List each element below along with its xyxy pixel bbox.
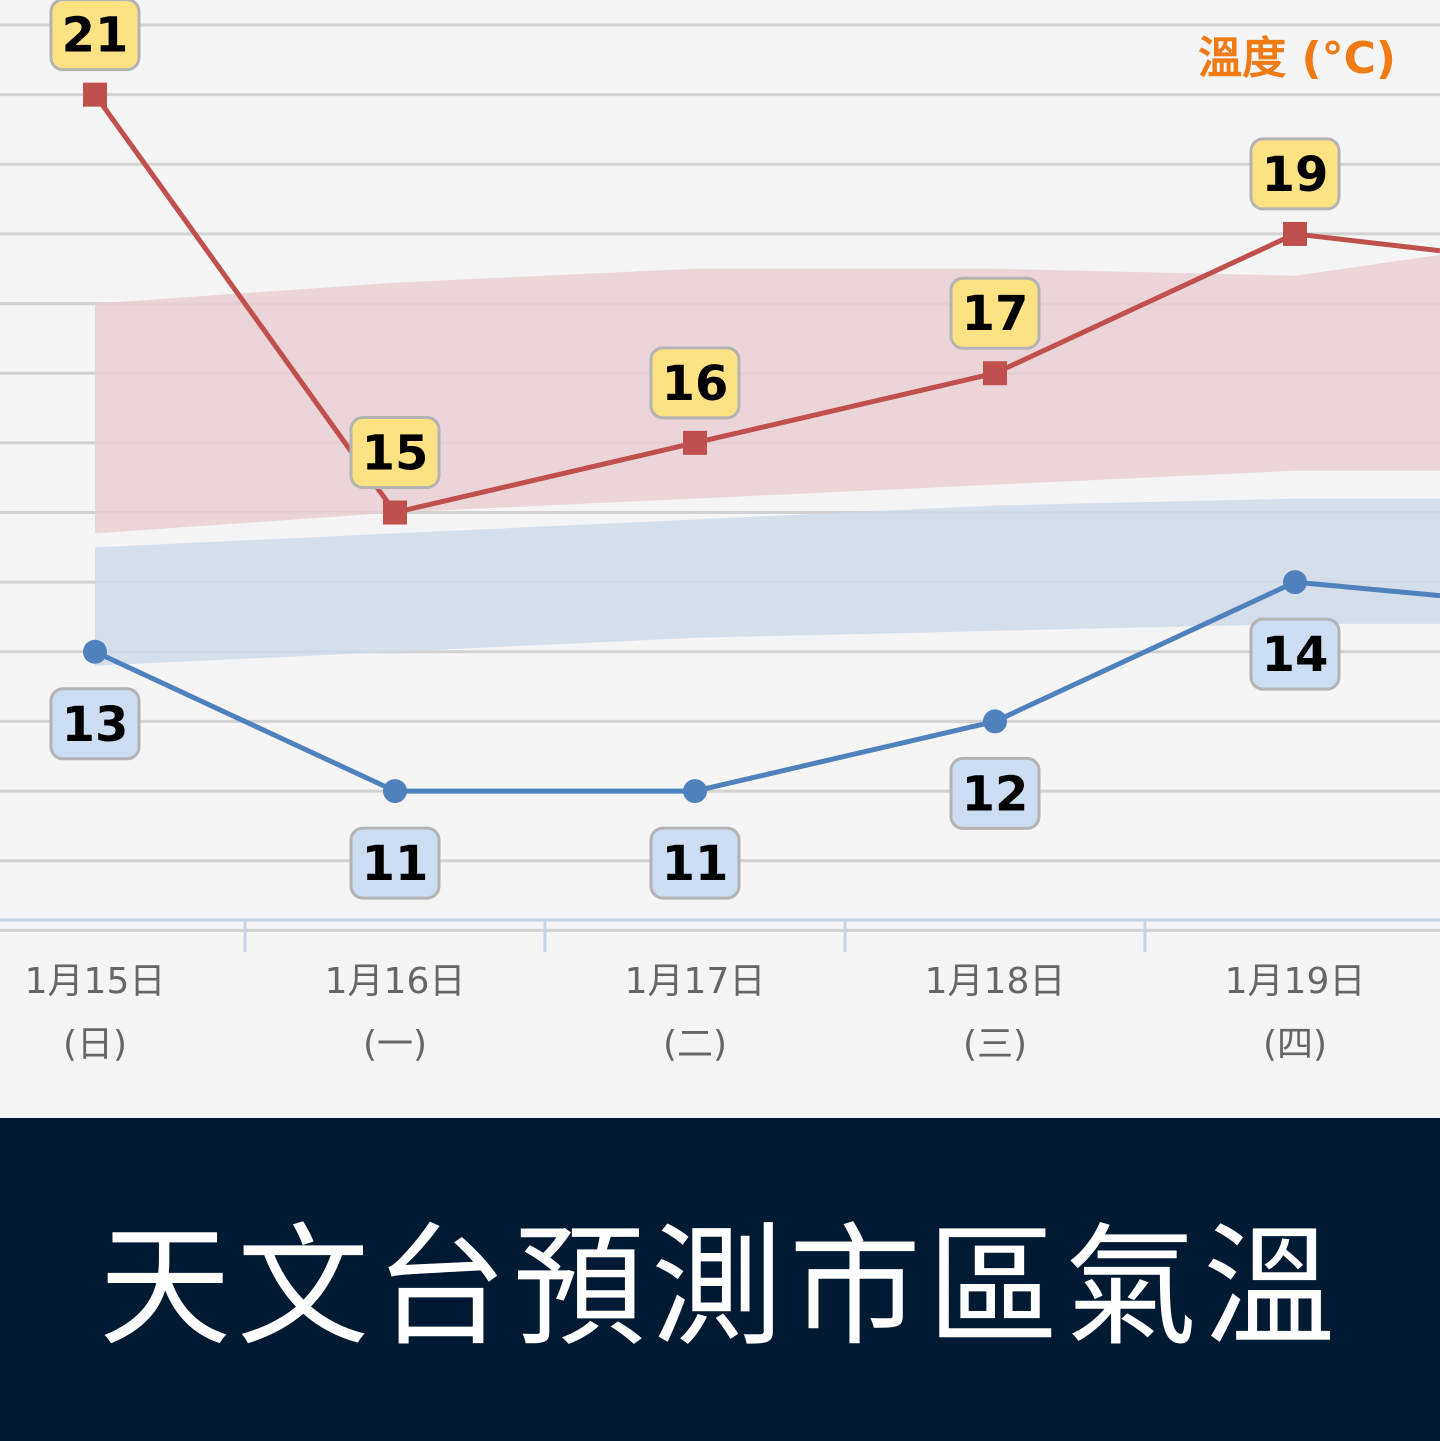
min-label-box [349,826,441,900]
max-point [683,430,707,455]
banner-title: 天文台預測市區氣溫 [99,1211,1341,1365]
max-point [1283,221,1307,246]
max-point [983,361,1007,386]
max-label-box [649,346,741,420]
min-data-label: 12 [962,766,1029,822]
x-tick-weekday-label: (一) [363,1024,427,1065]
max-point [383,500,407,525]
title-banner: 天文台預測市區氣溫 [0,1118,1440,1441]
min-point [683,779,707,804]
max-label-box [1249,137,1341,211]
temperature-chart: 1月15日 (日) 1月16日 (一) 1月17日 (二) 1月18日 (三) 1月19日 (四)… [0,0,1440,1065]
min-data-label: 13 [62,697,129,753]
min-label-box [649,826,741,900]
max-data-label: 21 [62,8,129,64]
min-label-box [949,756,1041,830]
x-tick-label: 1月17日 [625,961,766,1002]
x-tick-weekday-label: (三) [963,1024,1027,1065]
min-point [83,639,107,664]
max-label-box [49,0,141,72]
series-line-min [93,579,1440,794]
min-label-box [1249,617,1341,691]
min-label-box [49,687,141,761]
min-data-label: 11 [662,836,729,892]
max-label-box [349,416,441,489]
max-data-label: 19 [1262,147,1329,203]
x-tick-weekday-label: (二) [663,1024,727,1065]
max-label-box [949,276,1041,350]
x-tick-label: 1月16日 [325,961,466,1002]
min-data-label: 14 [1262,627,1329,683]
x-tick-label: 1月19日 [1225,961,1366,1002]
min-point [983,709,1007,734]
x-tick-weekday-label: (日) [63,1024,127,1065]
min-data-label: 11 [362,836,429,892]
normal-max-band [95,254,1440,534]
max-data-label: 15 [362,426,429,482]
normal-min-band [95,498,1440,666]
min-point [383,779,407,804]
x-tick-label: 1月15日 [25,961,166,1002]
min-point [1283,570,1307,595]
max-point [83,82,107,107]
x-tick-label: 1月18日 [925,961,1066,1002]
max-data-label: 17 [962,286,1029,342]
series-line-max [92,93,1440,515]
y-axis-unit-label: 溫度 (°C) [1198,33,1396,84]
max-data-label: 16 [662,356,729,412]
x-tick-weekday-label: (四) [1263,1024,1327,1065]
